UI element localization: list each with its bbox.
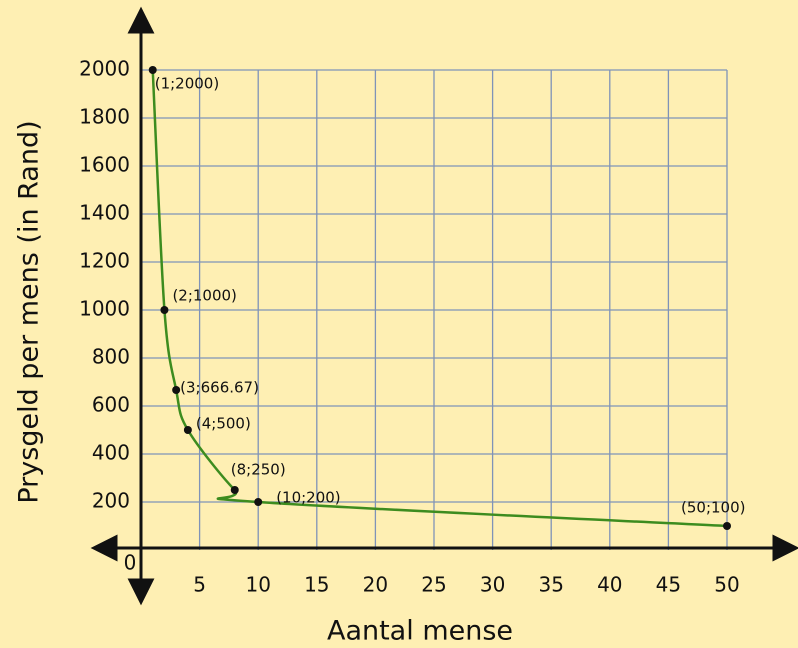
curve: [151, 69, 728, 528]
point-label: (50;100): [681, 499, 745, 517]
origin-label: 0: [124, 551, 137, 575]
point: [172, 385, 181, 394]
x-tick-label: 15: [304, 573, 329, 597]
y-tick-label: 200: [92, 489, 130, 513]
point-label: (8;250): [231, 461, 286, 479]
x-tick-label: 20: [363, 573, 388, 597]
point: [254, 498, 263, 506]
x-tick-label: 5: [193, 573, 206, 597]
y-tick-label: 1000: [79, 297, 130, 321]
x-tick-label: 45: [656, 573, 681, 597]
y-axis-title: Prysgeld per mens (in Rand): [14, 120, 45, 503]
point: [183, 426, 192, 434]
grid: [141, 69, 728, 550]
point-label: (3;666.67): [180, 378, 259, 396]
point: [723, 522, 731, 530]
point: [230, 486, 239, 494]
point-label: (4;500): [196, 415, 251, 433]
y-tick-label: 2000: [79, 57, 130, 81]
point-label: (10;200): [276, 489, 340, 507]
y-tick-label: 1600: [79, 153, 130, 177]
y-tick-label: 1200: [79, 249, 130, 273]
x-axis-title: Aantal mense: [327, 616, 513, 647]
x-tick-label: 30: [480, 573, 505, 597]
x-tick-label: 35: [538, 573, 563, 597]
point-label: (1;2000): [155, 75, 219, 93]
y-tick-label: 400: [92, 441, 130, 465]
point-label: (2;1000): [172, 287, 236, 305]
x-tick-label: 40: [597, 573, 622, 597]
point: [160, 306, 169, 314]
y-tick-label: 600: [92, 393, 130, 417]
x-tick-label: 10: [245, 573, 270, 597]
y-tick-label: 1400: [79, 201, 130, 225]
y-tick-label: 1800: [79, 105, 130, 129]
y-tick-label: 800: [92, 345, 130, 369]
point: [148, 66, 157, 74]
x-tick-label: 50: [714, 573, 739, 597]
x-tick-label: 25: [421, 573, 446, 597]
